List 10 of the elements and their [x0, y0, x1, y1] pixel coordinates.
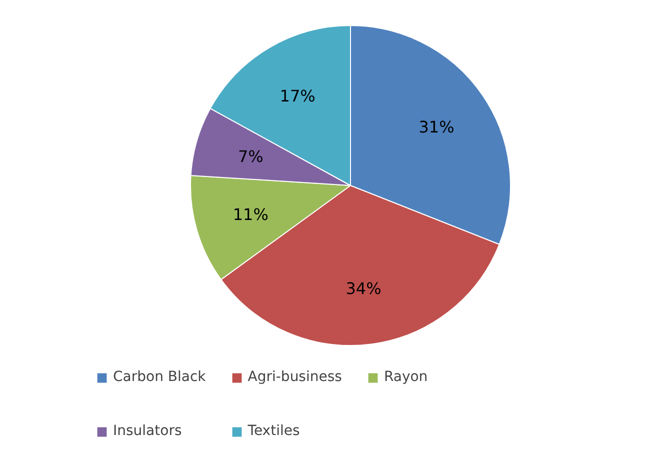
legend-label: Rayon — [384, 368, 428, 387]
legend-label: Agri-business — [248, 368, 342, 387]
data-label: 34% — [346, 279, 382, 298]
data-label: 31% — [418, 118, 454, 137]
data-label: 7% — [238, 146, 264, 166]
data-label: 11% — [232, 205, 268, 224]
legend-label: Insulators — [113, 422, 182, 441]
legend-label: Textiles — [248, 422, 300, 441]
legend-label: Carbon Black — [113, 368, 206, 387]
data-label: 17% — [280, 86, 316, 106]
